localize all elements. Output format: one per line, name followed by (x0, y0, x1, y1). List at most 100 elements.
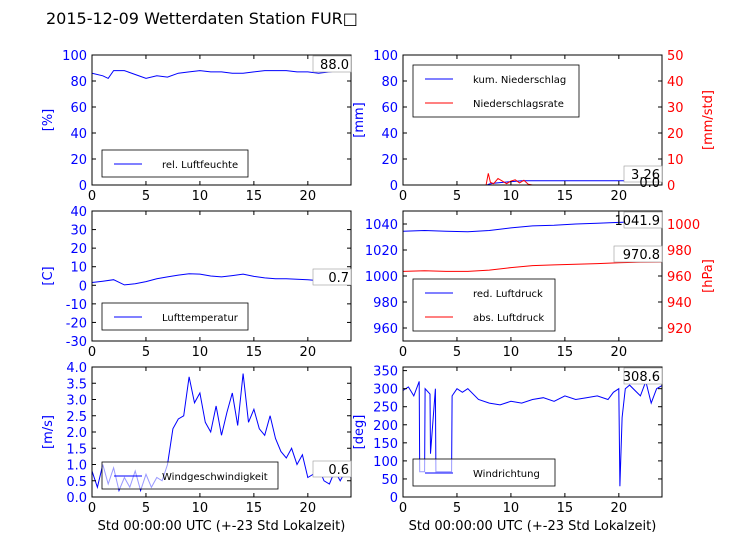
current-value-label: 308.6 (623, 370, 660, 385)
x-tick-label: 0 (399, 501, 407, 516)
y-tick-label: 0 (79, 279, 87, 294)
y-axis-label: [%] (41, 109, 56, 132)
legend: Windgeschwindigkeit (101, 461, 279, 490)
y-tick-label: 60 (381, 101, 398, 116)
x-tick-label: 15 (246, 345, 263, 360)
legend-entry: Lufttemperatur (162, 313, 239, 324)
y-tick-label: 0 (390, 179, 398, 194)
y-tick-label: 200 (373, 419, 398, 434)
y-tick-label: 60 (70, 101, 87, 116)
x-tick-label: 10 (503, 501, 520, 516)
y-tick-label: 2.0 (66, 426, 87, 441)
x-tick-label: 0 (88, 189, 96, 204)
y-tick-label: -30 (66, 335, 87, 350)
y-tick-label: 20 (70, 153, 87, 168)
y-tick-label: 0 (390, 491, 398, 506)
legend: Windrichtung (412, 458, 556, 487)
y2-tick-label: 1000 (667, 218, 700, 233)
x-tick-label: 20 (611, 189, 628, 204)
y-axis-label: [m/s] (41, 415, 56, 449)
y-tick-label: 20 (381, 153, 398, 168)
y2-tick-label: 980 (667, 244, 692, 259)
axes-frame (91, 54, 352, 186)
x-tick-label: 20 (300, 345, 317, 360)
x-tick-label: 15 (246, 501, 263, 516)
legend-entry: Niederschlagsrate (473, 99, 564, 110)
x-tick-label: 0 (399, 189, 407, 204)
y2-tick-label: 30 (667, 101, 684, 116)
panel-windspeed: 0 5 10 15 20 0.00.51.0 1.52.02.53.0 3.54.0 [m/s]… (41, 361, 352, 534)
y-axis-label: [C] (41, 266, 56, 285)
y2-tick-label: 10 (667, 153, 684, 168)
x-tick-label: 5 (142, 345, 150, 360)
current-value-label-2: 970.8 (623, 248, 660, 263)
legend: kum. Niederschlag Niederschlagsrate (412, 64, 580, 118)
y-axis-label: [deg] (352, 415, 367, 450)
series-line-precipitation-0 (403, 180, 662, 185)
x-tick-label: 10 (192, 345, 209, 360)
y-tick-label: 3.5 (66, 377, 87, 392)
y-tick-label: 1020 (365, 244, 398, 259)
panel-pressure: 0 5 10 15 20 960 980 1000 1020 1040 920 940 960 980 10… (365, 210, 716, 360)
y-tick-label: 1040 (365, 218, 398, 233)
legend-entry: kum. Niederschlag (473, 75, 566, 86)
y-tick-label: 40 (70, 205, 87, 220)
x-axis-label: Std 00:00:00 UTC (+-23 Std Lokalzeit) (409, 519, 657, 534)
y-tick-label: 1000 (365, 270, 398, 285)
current-value-label: 0.7 (328, 271, 349, 286)
x-tick-label: 10 (503, 189, 520, 204)
current-value-box (312, 55, 352, 73)
y-tick-label: -20 (66, 316, 87, 331)
y-tick-label: 30 (70, 224, 87, 239)
y-tick-label: 2.5 (66, 410, 87, 425)
current-value-label-2: 0.0 (639, 176, 660, 191)
y-tick-label: 0 (79, 179, 87, 194)
legend-entry: Windgeschwindigkeit (162, 472, 268, 483)
current-value-label: 0.6 (328, 463, 349, 478)
current-value-label: 88.0 (320, 58, 349, 73)
current-value-box (623, 367, 663, 385)
panel-humidity: 0 5 10 15 20 0 20 40 60 80 100 [%] 88.0 rel. Luftfeuc… (41, 49, 352, 204)
legend: rel. Luftfeuchte (101, 149, 249, 178)
y2-tick-label: 50 (667, 49, 684, 64)
x-tick-label: 5 (142, 501, 150, 516)
current-value-label: 3.26 (631, 168, 660, 183)
y-tick-label: 150 (373, 437, 398, 452)
y-tick-label: 100 (373, 455, 398, 470)
panel-temperature: 0 5 10 15 20 -30 -20 -10 0 10 20 30 40 [C] 0.7 Lufttemp… (41, 205, 352, 360)
y-tick-label: 4.0 (66, 361, 87, 376)
current-value-box (312, 460, 352, 478)
y2-tick-label: 0 (667, 179, 675, 194)
panel-precipitation: 0 5 10 15 20 0 20 40 60 80 100 [mm] 0 10 20 30 40 50 [mm/s… (352, 49, 716, 204)
y-tick-label: 80 (381, 75, 398, 90)
y-tick-label: 250 (373, 401, 398, 416)
x-tick-label: 0 (88, 345, 96, 360)
figure-title: 2015-12-09 Wetterdaten Station FUR□ (46, 9, 358, 28)
x-tick-label: 10 (192, 501, 209, 516)
y-tick-label: 10 (70, 261, 87, 276)
x-tick-label: 20 (300, 189, 317, 204)
legend-entry: red. Luftdruck (473, 289, 543, 300)
x-axis-label: Std 00:00:00 UTC (+-23 Std Lokalzeit) (98, 519, 346, 534)
x-tick-label: 15 (557, 345, 574, 360)
y2-axis-label: [mm/std] (701, 90, 716, 150)
y-tick-label: 40 (70, 127, 87, 142)
y-tick-label: 1.5 (66, 442, 87, 457)
y-tick-label: 100 (373, 49, 398, 64)
series-line-humidity-0 (92, 70, 351, 80)
y-tick-label: 350 (373, 365, 398, 380)
y-tick-label: -10 (66, 298, 87, 313)
y2-tick-label: 960 (667, 270, 692, 285)
y-tick-label: 100 (62, 49, 87, 64)
legend-entry: rel. Luftfeuchte (162, 160, 238, 171)
x-tick-label: 20 (300, 501, 317, 516)
legend-entry: abs. Luftdruck (473, 313, 544, 324)
x-tick-label: 10 (503, 345, 520, 360)
axes-frame (402, 54, 663, 186)
y-tick-label: 50 (381, 473, 398, 488)
legend-entry: Windrichtung (473, 469, 540, 480)
y2-tick-label: 20 (667, 127, 684, 142)
